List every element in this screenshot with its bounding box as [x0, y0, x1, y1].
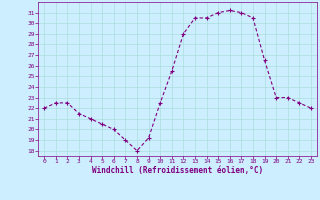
X-axis label: Windchill (Refroidissement éolien,°C): Windchill (Refroidissement éolien,°C): [92, 166, 263, 175]
